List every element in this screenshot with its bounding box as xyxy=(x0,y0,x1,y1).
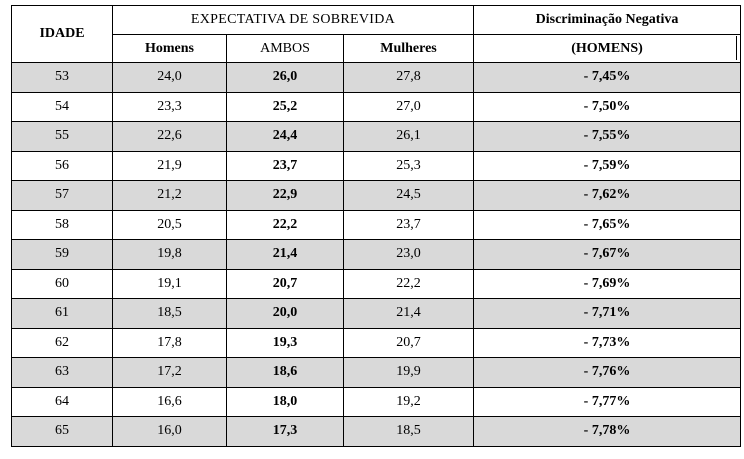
cell-idade: 57 xyxy=(11,180,113,211)
cell-idade: 65 xyxy=(11,416,113,447)
table-body: 53 24,0 26,0 27,8- 7,45% 54 23,3 25,2 27,0- 7,5… xyxy=(11,62,741,447)
table-row: 55 22,6 24,4 26,1- 7,55% xyxy=(11,121,741,152)
cell-homens: 20,5 xyxy=(112,209,227,240)
survival-table: IDADE EXPECTATIVA DE SOBREVIDA Discrimin… xyxy=(11,5,741,447)
table-row: 56 21,9 23,7 25,3- 7,59% xyxy=(11,150,741,181)
header-row-top: IDADE EXPECTATIVA DE SOBREVIDA Discrimin… xyxy=(11,5,741,63)
cell-discriminacao: - 7,59% xyxy=(473,150,741,181)
table-row: 61 18,5 20,0 21,4- 7,71% xyxy=(11,298,741,329)
cell-idade: 64 xyxy=(11,386,113,417)
cell-discriminacao: - 7,67% xyxy=(473,239,741,270)
cell-homens: 19,8 xyxy=(112,239,227,270)
cell-idade: 61 xyxy=(11,298,113,329)
cell-idade: 60 xyxy=(11,268,113,299)
cell-idade: 63 xyxy=(11,357,113,388)
table-row: 60 19,1 20,7 22,2- 7,69% xyxy=(11,268,741,299)
cell-homens: 17,8 xyxy=(112,327,227,358)
cell-discriminacao: - 7,73% xyxy=(473,327,741,358)
cell-idade: 59 xyxy=(11,239,113,270)
header-expectativa: EXPECTATIVA DE SOBREVIDA xyxy=(112,5,474,35)
cell-mulheres: 23,0 xyxy=(343,239,474,270)
cell-mulheres: 24,5 xyxy=(343,180,474,211)
cell-homens: 21,9 xyxy=(112,150,227,181)
cell-discriminacao: - 7,62% xyxy=(473,180,741,211)
cell-ambos: 25,2 xyxy=(226,91,344,122)
table-header: IDADE EXPECTATIVA DE SOBREVIDA Discrimin… xyxy=(11,5,741,63)
cell-discriminacao: - 7,77% xyxy=(473,386,741,417)
cell-idade: 56 xyxy=(11,150,113,181)
cell-discriminacao: - 7,69% xyxy=(473,268,741,299)
cell-homens: 16,6 xyxy=(112,386,227,417)
cell-ambos: 22,9 xyxy=(226,180,344,211)
cell-ambos: 26,0 xyxy=(226,62,344,93)
cell-mulheres: 22,2 xyxy=(343,268,474,299)
table-row: 62 17,8 19,3 20,7- 7,73% xyxy=(11,327,741,358)
cell-mulheres: 23,7 xyxy=(343,209,474,240)
cell-discriminacao: - 7,71% xyxy=(473,298,741,329)
cell-idade: 62 xyxy=(11,327,113,358)
cell-mulheres: 20,7 xyxy=(343,327,474,358)
cell-discriminacao: - 7,50% xyxy=(473,91,741,122)
cell-homens: 16,0 xyxy=(112,416,227,447)
table-row: 65 16,0 17,3 18,5- 7,78% xyxy=(11,416,741,447)
header-discriminacao-homens: (HOMENS) xyxy=(473,34,741,63)
header-mulheres: Mulheres xyxy=(343,34,474,63)
cell-ambos: 19,3 xyxy=(226,327,344,358)
table-row: 53 24,0 26,0 27,8- 7,45% xyxy=(11,62,741,93)
cell-idade: 55 xyxy=(11,121,113,152)
cell-ambos: 24,4 xyxy=(226,121,344,152)
cell-discriminacao: - 7,65% xyxy=(473,209,741,240)
cell-homens: 24,0 xyxy=(112,62,227,93)
cell-mulheres: 27,8 xyxy=(343,62,474,93)
cell-homens: 19,1 xyxy=(112,268,227,299)
header-idade: IDADE xyxy=(11,5,113,63)
cell-mulheres: 19,2 xyxy=(343,386,474,417)
cell-mulheres: 19,9 xyxy=(343,357,474,388)
cell-ambos: 22,2 xyxy=(226,209,344,240)
cell-idade: 53 xyxy=(11,62,113,93)
cell-discriminacao: - 7,76% xyxy=(473,357,741,388)
cell-discriminacao: - 7,55% xyxy=(473,121,741,152)
cell-mulheres: 25,3 xyxy=(343,150,474,181)
cell-discriminacao: - 7,78% xyxy=(473,416,741,447)
cell-ambos: 21,4 xyxy=(226,239,344,270)
table-row: 64 16,6 18,0 19,2- 7,77% xyxy=(11,386,741,417)
cell-homens: 22,6 xyxy=(112,121,227,152)
cell-mulheres: 26,1 xyxy=(343,121,474,152)
cell-homens: 17,2 xyxy=(112,357,227,388)
header-ambos: AMBOS xyxy=(226,34,344,63)
cell-mulheres: 27,0 xyxy=(343,91,474,122)
header-row-sub: Homens AMBOS Mulheres (HOMENS) xyxy=(12,34,741,63)
table-row: 54 23,3 25,2 27,0- 7,50% xyxy=(11,91,741,122)
cell-discriminacao: - 7,45% xyxy=(473,62,741,93)
cell-idade: 54 xyxy=(11,91,113,122)
table-row: 58 20,5 22,2 23,7- 7,65% xyxy=(11,209,741,240)
table-row: 63 17,2 18,6 19,9- 7,76% xyxy=(11,357,741,388)
header-edge-divider xyxy=(736,36,737,60)
cell-homens: 21,2 xyxy=(112,180,227,211)
table-row: 57 21,2 22,9 24,5- 7,62% xyxy=(11,180,741,211)
cell-ambos: 17,3 xyxy=(226,416,344,447)
cell-mulheres: 21,4 xyxy=(343,298,474,329)
cell-ambos: 23,7 xyxy=(226,150,344,181)
table-row: 59 19,8 21,4 23,0- 7,67% xyxy=(11,239,741,270)
cell-ambos: 20,7 xyxy=(226,268,344,299)
cell-ambos: 18,0 xyxy=(226,386,344,417)
cell-homens: 18,5 xyxy=(112,298,227,329)
cell-ambos: 20,0 xyxy=(226,298,344,329)
cell-mulheres: 18,5 xyxy=(343,416,474,447)
cell-ambos: 18,6 xyxy=(226,357,344,388)
cell-idade: 58 xyxy=(11,209,113,240)
cell-homens: 23,3 xyxy=(112,91,227,122)
header-discriminacao: Discriminação Negativa xyxy=(473,5,741,35)
header-homens: Homens xyxy=(112,34,227,63)
